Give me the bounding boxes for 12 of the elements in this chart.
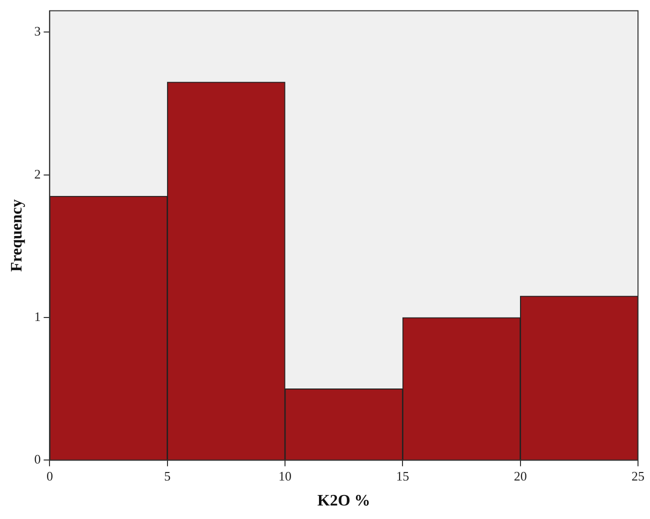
- y-axis-title: Frequency: [8, 199, 26, 272]
- x-tick-label: 10: [278, 468, 292, 484]
- x-tick-label: 0: [46, 468, 53, 484]
- y-tick-label: 0: [34, 452, 41, 467]
- y-tick-label: 1: [34, 308, 41, 324]
- x-tick-label: 25: [632, 468, 644, 484]
- x-tick-label: 20: [514, 468, 527, 484]
- y-tick-label: 3: [34, 24, 41, 39]
- y-tick-label: 2: [34, 166, 41, 182]
- x-axis-title: K2O %: [317, 492, 370, 510]
- x-tick-label: 15: [396, 468, 410, 484]
- x-tick-label: 5: [164, 468, 171, 484]
